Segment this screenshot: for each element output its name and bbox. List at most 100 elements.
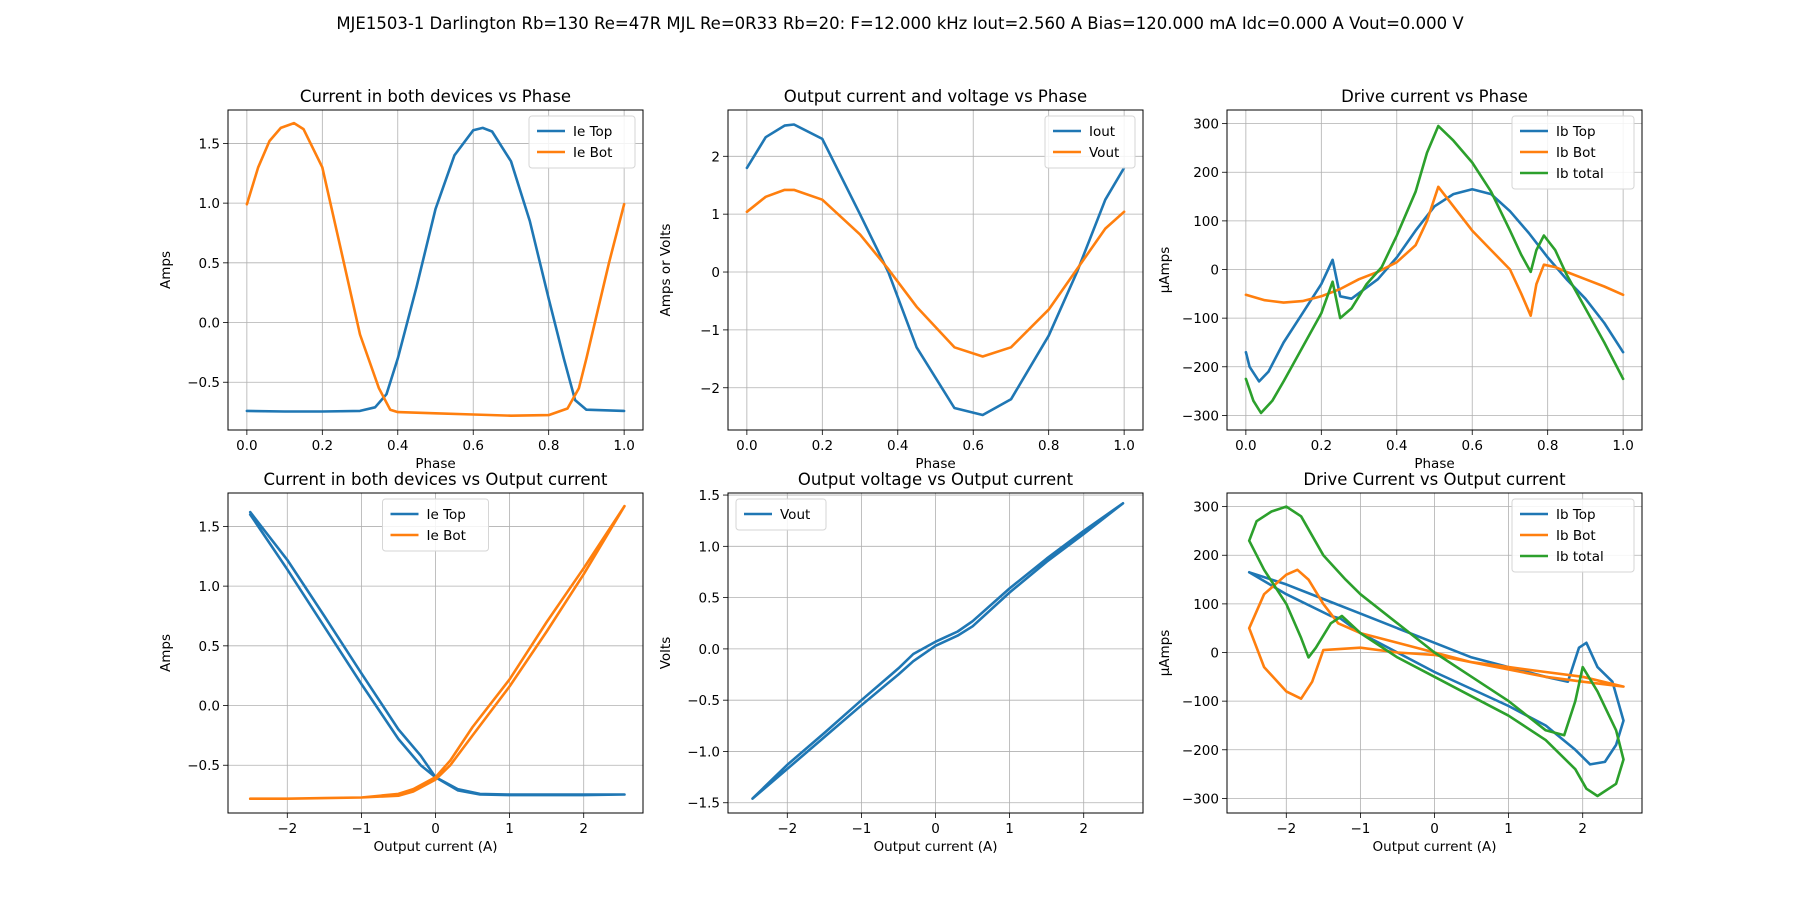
- x-tick-label: 0.6: [462, 438, 483, 454]
- x-tick-label: 0.8: [1038, 438, 1059, 454]
- y-tick-label: 100: [1193, 597, 1219, 613]
- series-line-ie-bot: [248, 504, 626, 801]
- legend-label: Ie Top: [573, 124, 612, 140]
- legend-label: Ib Top: [1556, 124, 1596, 140]
- x-tick-label: 2: [1079, 821, 1088, 837]
- legend: Ie Top Ie Bot: [382, 498, 489, 552]
- x-tick-label: 0.8: [1537, 438, 1558, 454]
- y-axis-label: Amps or Volts: [658, 224, 674, 317]
- x-tick-label: 0.0: [1235, 438, 1256, 454]
- x-tick-label: 1.0: [613, 438, 634, 454]
- series-line-ie-top: [245, 126, 626, 413]
- y-tick-label: −300: [1182, 408, 1219, 424]
- x-tick-label: −1: [351, 821, 371, 837]
- legend-box: [528, 115, 636, 169]
- chart-title: Current in both devices vs Phase: [300, 87, 571, 106]
- y-axis-label: µAmps: [1157, 247, 1173, 294]
- chart-title: Output current and voltage vs Phase: [784, 87, 1087, 106]
- legend-box: [1511, 115, 1635, 190]
- legend-label: Ie Bot: [573, 145, 612, 161]
- series-line-ib-bot: [1247, 568, 1625, 701]
- x-axis-label: Phase: [915, 456, 955, 472]
- y-tick-label: 0: [711, 265, 720, 281]
- x-tick-label: 2: [579, 821, 588, 837]
- legend-label: Ib Bot: [1556, 145, 1596, 161]
- chart-panel-1: 0.0 0.2 0.4 0.6 0.8 1.0 −0.5 0.0 0.5 1.0 1.5 Curren…: [158, 87, 644, 472]
- x-tick-label: 1.0: [1612, 438, 1633, 454]
- y-tick-label: −300: [1182, 791, 1219, 807]
- x-axis-label: Phase: [1414, 456, 1454, 472]
- y-tick-label: −200: [1182, 360, 1219, 376]
- legend: Ib Top Ib Bot Ib total: [1511, 115, 1635, 190]
- y-tick-label: 0.0: [199, 316, 220, 332]
- legend-label: Ib total: [1556, 549, 1604, 565]
- series-line-ib-bot: [1244, 185, 1625, 318]
- x-tick-label: 0.6: [962, 438, 983, 454]
- legend-label: Ib total: [1556, 166, 1604, 182]
- y-tick-label: −0.5: [187, 758, 220, 774]
- legend-label: Ib Bot: [1556, 528, 1596, 544]
- y-axis-label: Amps: [158, 634, 174, 672]
- x-tick-label: −2: [777, 821, 797, 837]
- series-line-iout: [745, 123, 1126, 417]
- y-tick-label: 1.5: [699, 488, 720, 504]
- legend: Vout: [735, 498, 827, 531]
- series-line-vout: [745, 188, 1126, 358]
- y-axis-label: Amps: [158, 251, 174, 289]
- legend: Iout Vout: [1044, 115, 1136, 169]
- x-tick-label: 1: [1504, 821, 1513, 837]
- y-tick-label: −1.5: [687, 796, 720, 812]
- chart-title: Drive current vs Phase: [1341, 87, 1528, 106]
- series-line-ib-total: [1247, 505, 1625, 798]
- x-tick-label: 0.2: [812, 438, 833, 454]
- y-tick-label: −100: [1182, 311, 1219, 327]
- x-tick-label: 0.0: [736, 438, 757, 454]
- y-axis-label: Volts: [658, 637, 674, 670]
- y-tick-label: 0: [1210, 646, 1219, 662]
- chart-panel-5: −2 −1 0 1 2 −1.5 −1.0 −0.5 0.0 0.5 1.0 1.5 Output vo…: [658, 470, 1144, 855]
- y-tick-label: 200: [1193, 548, 1219, 564]
- chart-panel-3: 0.0 0.2 0.4 0.6 0.8 1.0 −300 −200 −100 0 100 200 300…: [1157, 87, 1643, 472]
- x-tick-label: 2: [1578, 821, 1587, 837]
- x-tick-label: 0: [931, 821, 940, 837]
- series-line-ib-top: [1247, 570, 1625, 766]
- legend-box: [1511, 498, 1635, 573]
- series-line-ib-total: [1244, 124, 1625, 415]
- series-line-ib-top: [1244, 188, 1625, 383]
- y-tick-label: 300: [1193, 117, 1219, 133]
- chart-panel-6: −2 −1 0 1 2 −300 −200 −100 0 100 200 300 Drive Curre…: [1157, 470, 1643, 855]
- legend-label: Vout: [780, 507, 810, 523]
- y-tick-label: 1.0: [699, 539, 720, 555]
- legend-box: [735, 498, 827, 531]
- legend-label: Vout: [1089, 145, 1119, 161]
- y-tick-label: 1: [711, 207, 720, 223]
- chart-panel-4: −2 −1 0 1 2 −0.5 0.0 0.5 1.0 1.5 Current in both d…: [158, 470, 644, 855]
- x-tick-label: −1: [1350, 821, 1370, 837]
- chart-title: Drive Current vs Output current: [1303, 470, 1566, 489]
- x-tick-label: 0.2: [312, 438, 333, 454]
- legend: Ie Top Ie Bot: [528, 115, 636, 169]
- y-tick-label: 2: [711, 149, 720, 165]
- legend: Ib Top Ib Bot Ib total: [1511, 498, 1635, 573]
- y-tick-label: −0.5: [687, 693, 720, 709]
- figure-title: MJE1503-1 Darlington Rb=130 Re=47R MJL R…: [336, 14, 1464, 33]
- x-tick-label: −2: [277, 821, 297, 837]
- x-tick-label: 0.4: [387, 438, 408, 454]
- y-tick-label: 1.5: [199, 519, 220, 535]
- y-tick-label: −1: [700, 323, 720, 339]
- y-tick-label: 0.5: [699, 591, 720, 607]
- legend-box: [382, 498, 489, 552]
- plot-frame: [227, 109, 644, 431]
- y-tick-label: 200: [1193, 165, 1219, 181]
- x-axis-label: Output current (A): [1373, 839, 1497, 855]
- y-tick-label: 0: [1210, 263, 1219, 279]
- x-tick-label: 0: [1430, 821, 1439, 837]
- x-tick-label: 0.8: [538, 438, 559, 454]
- x-tick-label: 0: [431, 821, 440, 837]
- x-tick-label: 1.0: [1113, 438, 1134, 454]
- legend-label: Ie Top: [427, 507, 466, 523]
- y-tick-label: 0.5: [199, 639, 220, 655]
- series-line-vout: [751, 501, 1125, 800]
- x-tick-label: 1: [505, 821, 514, 837]
- x-axis-label: Phase: [415, 456, 455, 472]
